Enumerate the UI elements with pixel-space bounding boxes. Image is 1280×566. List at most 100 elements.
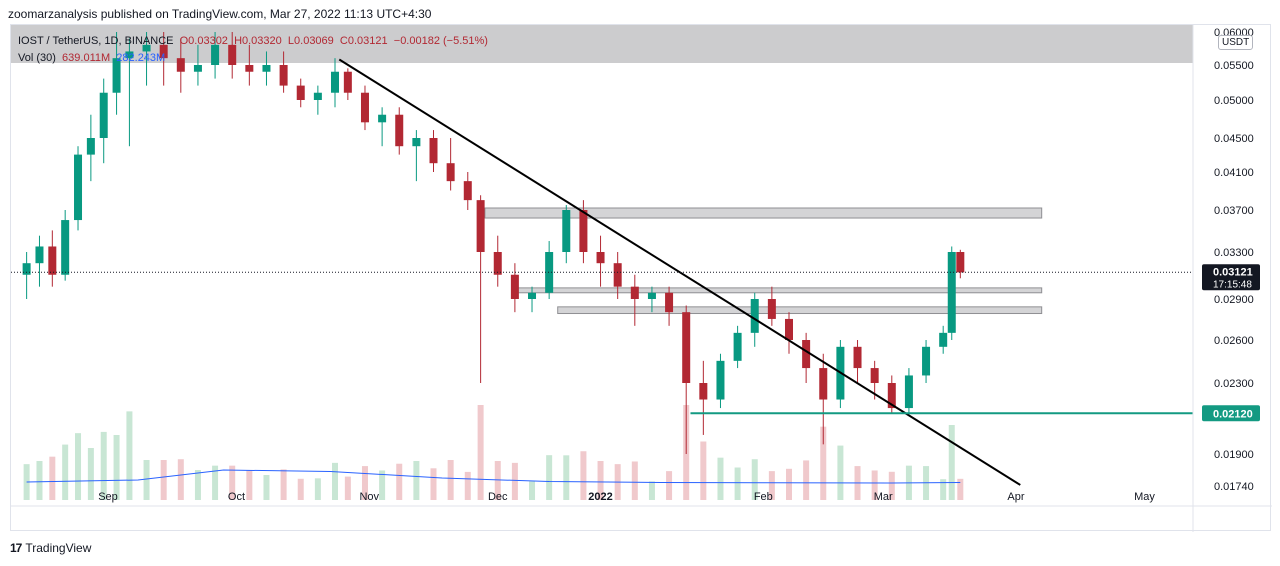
candle[interactable] <box>48 230 57 287</box>
candle-body <box>904 375 913 409</box>
candle[interactable] <box>716 353 725 409</box>
candle[interactable] <box>99 78 108 164</box>
volume-bar <box>529 481 536 500</box>
candle[interactable] <box>682 305 691 454</box>
candle[interactable] <box>947 246 956 340</box>
candle[interactable] <box>463 172 472 210</box>
candle[interactable] <box>159 32 168 86</box>
candle-body <box>922 346 931 376</box>
legend-low: L0.03069 <box>287 35 334 47</box>
price-chart[interactable]: 0.060000.055000.050000.045000.041000.037… <box>11 25 1272 532</box>
chart-frame[interactable]: 0.06000 0.05500 0.05000 0.04500 0.04100 0.037… <box>10 24 1272 532</box>
candle[interactable] <box>22 252 31 299</box>
volume-pane <box>23 405 964 500</box>
candle[interactable] <box>378 107 387 147</box>
candles[interactable] <box>22 32 965 454</box>
candle[interactable] <box>176 38 185 93</box>
time-tick-label: Mar <box>874 491 893 503</box>
candle[interactable] <box>279 51 288 93</box>
candle[interactable] <box>245 44 254 86</box>
price-tick-label: 0.02900 <box>1214 294 1254 306</box>
candle[interactable] <box>125 38 134 147</box>
legend-vol-ma: 282.243M <box>116 52 166 64</box>
candle[interactable] <box>446 138 455 191</box>
candle-body <box>279 65 288 86</box>
candle[interactable] <box>887 375 896 414</box>
candle[interactable] <box>510 263 519 313</box>
candle[interactable] <box>853 340 862 383</box>
resistance-zone-3[interactable] <box>557 306 1043 315</box>
candle-body <box>245 65 254 72</box>
volume-bar <box>297 478 304 500</box>
volume-bar <box>36 461 43 500</box>
candle[interactable] <box>956 249 965 279</box>
candle[interactable] <box>330 58 339 108</box>
candle[interactable] <box>313 85 322 115</box>
candle-body <box>262 65 271 72</box>
candle[interactable] <box>579 200 588 264</box>
candle[interactable] <box>493 235 502 287</box>
candle[interactable] <box>193 44 202 86</box>
candle[interactable] <box>35 235 44 287</box>
candle[interactable] <box>613 252 622 299</box>
volume-bar <box>87 448 94 500</box>
price-tick-label: 0.02600 <box>1214 335 1254 347</box>
last-price-value: 0.03121 <box>1213 266 1253 278</box>
candle[interactable] <box>296 78 305 108</box>
candle[interactable] <box>562 205 571 264</box>
drawings[interactable] <box>11 58 1193 486</box>
volume-bar <box>379 470 386 500</box>
volume-bar <box>314 478 321 500</box>
candle[interactable] <box>86 114 95 182</box>
resistance-zones[interactable] <box>484 207 1043 315</box>
candle[interactable] <box>939 325 948 354</box>
support-price-badge[interactable]: 0.02120 <box>1202 405 1260 422</box>
candle-body <box>870 368 879 383</box>
candle[interactable] <box>802 332 811 383</box>
candle[interactable] <box>767 286 776 326</box>
volume-bar <box>280 469 287 500</box>
candle[interactable] <box>630 274 639 326</box>
candle-body <box>613 263 622 287</box>
candle[interactable] <box>142 32 151 86</box>
candle[interactable] <box>343 68 352 100</box>
currency-selector-button[interactable]: USDT <box>1218 35 1254 50</box>
candle[interactable] <box>360 85 369 131</box>
candle[interactable] <box>647 286 656 313</box>
volume-bar <box>160 460 167 500</box>
candle-body <box>579 210 588 252</box>
candle[interactable] <box>922 340 931 383</box>
candle[interactable] <box>429 130 438 172</box>
support-badge-bg <box>1202 405 1260 422</box>
candle[interactable] <box>395 107 404 155</box>
candle[interactable] <box>262 51 271 86</box>
candle[interactable] <box>528 286 537 313</box>
candle[interactable] <box>476 195 485 383</box>
candle[interactable] <box>545 241 554 299</box>
candle[interactable] <box>112 32 121 115</box>
descending-trendline[interactable] <box>338 58 1021 486</box>
candle[interactable] <box>784 312 793 354</box>
axes[interactable]: 0.060000.055000.050000.045000.041000.037… <box>11 25 1272 532</box>
resistance-zone-2[interactable] <box>514 287 1043 294</box>
price-tick-label: 0.01740 <box>1214 481 1254 493</box>
time-tick-label: Nov <box>359 491 379 503</box>
volume-bar <box>177 459 184 500</box>
candle[interactable] <box>733 325 742 369</box>
candle[interactable] <box>819 353 828 445</box>
candle[interactable] <box>596 235 605 287</box>
resistance-zone-1[interactable] <box>484 207 1043 219</box>
volume-bar <box>717 457 724 500</box>
candle[interactable] <box>665 286 674 326</box>
candle[interactable] <box>74 146 83 231</box>
legend-volume: Vol (30) 639.011M 282.243M <box>18 52 165 64</box>
tradingview-brand: 17 TradingView <box>10 541 91 555</box>
candle[interactable] <box>699 360 708 435</box>
candle[interactable] <box>211 32 220 79</box>
candle[interactable] <box>412 130 421 182</box>
candle[interactable] <box>228 32 237 79</box>
candle[interactable] <box>61 210 70 281</box>
candle[interactable] <box>904 368 913 414</box>
time-tick-label: 2022 <box>588 491 612 503</box>
